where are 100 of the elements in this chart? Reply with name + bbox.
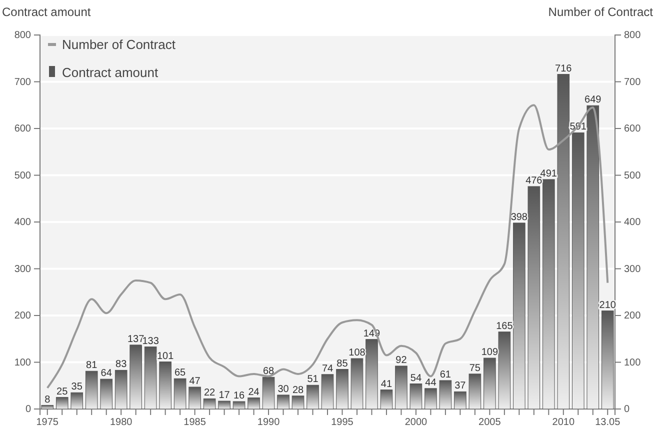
legend-label: Number of Contract bbox=[62, 37, 176, 52]
y-tick-label: 200 bbox=[14, 310, 32, 322]
y2-tick-label: 800 bbox=[624, 30, 642, 42]
bar bbox=[557, 74, 570, 410]
x-tick-label: 1990 bbox=[257, 417, 280, 428]
bar bbox=[114, 370, 128, 410]
data-label: 108 bbox=[348, 348, 366, 359]
y-tick-label: 500 bbox=[14, 170, 32, 182]
data-label: 81 bbox=[86, 360, 98, 372]
data-label: 165 bbox=[496, 320, 514, 332]
y2-tick-label: 600 bbox=[624, 124, 642, 135]
x-tick-label: 1985 bbox=[184, 417, 206, 428]
data-label: 101 bbox=[156, 350, 174, 362]
bar bbox=[248, 398, 260, 410]
data-label: 74 bbox=[322, 363, 334, 374]
bar bbox=[277, 394, 290, 410]
y2-tick-label: 0 bbox=[624, 404, 630, 416]
y2-tick-label: 300 bbox=[624, 264, 642, 275]
y-tick-label: 700 bbox=[14, 76, 32, 88]
bar bbox=[218, 400, 230, 410]
data-label: 65 bbox=[174, 368, 186, 379]
bar bbox=[85, 370, 98, 410]
data-label: 47 bbox=[189, 376, 201, 388]
x-tick-label: 1995 bbox=[331, 417, 354, 428]
y-tick-label: 300 bbox=[14, 264, 32, 275]
data-label: 491 bbox=[540, 168, 558, 180]
y2-tick-label: 100 bbox=[624, 357, 642, 368]
y2-tick-label: 200 bbox=[624, 310, 642, 322]
bar bbox=[336, 369, 348, 410]
data-label: 30 bbox=[278, 384, 290, 395]
data-label: 51 bbox=[307, 374, 319, 386]
y-tick-label: 100 bbox=[14, 357, 32, 368]
y-tick-label: 800 bbox=[14, 30, 32, 42]
x-tick-label: 13.05 bbox=[595, 417, 621, 428]
bar bbox=[70, 392, 84, 410]
bar bbox=[100, 378, 112, 410]
bar bbox=[188, 386, 201, 410]
y-tick-label: 0 bbox=[25, 404, 32, 416]
bar bbox=[424, 388, 437, 410]
bar bbox=[144, 346, 157, 410]
y-tick-label: 600 bbox=[14, 124, 32, 135]
data-label: 37 bbox=[454, 380, 466, 392]
data-label: 24 bbox=[248, 386, 260, 398]
data-label: 17 bbox=[218, 390, 230, 402]
data-label: 61 bbox=[440, 369, 452, 380]
bar bbox=[232, 401, 246, 410]
bar bbox=[350, 358, 364, 410]
bar bbox=[513, 222, 526, 410]
bar bbox=[321, 374, 334, 410]
bar bbox=[572, 132, 584, 410]
x-tick-label: 2010 bbox=[552, 417, 575, 428]
bar bbox=[542, 179, 555, 410]
data-label: 28 bbox=[292, 384, 304, 396]
data-label: 16 bbox=[233, 390, 246, 402]
data-label: 35 bbox=[71, 382, 83, 393]
data-label: 75 bbox=[469, 362, 481, 374]
y-axis-title: Contract amount bbox=[2, 5, 92, 19]
data-label: 133 bbox=[142, 336, 160, 347]
data-label: 85 bbox=[336, 358, 348, 370]
legend-label: Contract amount bbox=[62, 65, 158, 80]
bar bbox=[292, 396, 304, 410]
data-label: 44 bbox=[425, 377, 437, 388]
data-label: 649 bbox=[584, 94, 602, 106]
bar bbox=[174, 378, 186, 410]
data-label: 398 bbox=[510, 212, 528, 223]
y-tick-label: 400 bbox=[14, 217, 32, 228]
bar bbox=[410, 384, 422, 410]
y2-axis-title: Number of Contract bbox=[548, 5, 654, 19]
bar bbox=[159, 362, 172, 410]
x-tick-label: 1975 bbox=[36, 417, 59, 428]
data-label: 54 bbox=[410, 372, 422, 384]
data-label: 68 bbox=[262, 366, 275, 378]
data-label: 8 bbox=[44, 394, 51, 406]
bar bbox=[528, 186, 540, 410]
bar bbox=[306, 384, 319, 410]
x-tick-label: 1980 bbox=[110, 417, 133, 428]
data-label: 25 bbox=[56, 386, 68, 398]
data-label: 109 bbox=[481, 347, 498, 358]
data-label: 83 bbox=[116, 359, 128, 370]
bar bbox=[56, 397, 68, 410]
data-label: 22 bbox=[204, 388, 216, 399]
x-tick-label: 2005 bbox=[478, 417, 502, 428]
bar bbox=[484, 358, 496, 410]
data-label: 41 bbox=[380, 378, 392, 390]
bar bbox=[203, 398, 216, 410]
bar bbox=[262, 376, 275, 410]
bar bbox=[395, 366, 408, 410]
x-tick-label: 2000 bbox=[404, 417, 428, 428]
bar bbox=[601, 310, 614, 410]
bar bbox=[41, 405, 54, 410]
bar bbox=[498, 332, 511, 410]
data-label: 64 bbox=[100, 368, 112, 380]
bar bbox=[586, 105, 600, 410]
data-label: 92 bbox=[396, 354, 408, 366]
y2-tick-label: 500 bbox=[624, 170, 642, 182]
bar bbox=[454, 391, 466, 410]
bar bbox=[366, 339, 378, 410]
bar bbox=[439, 380, 452, 410]
data-label: 476 bbox=[526, 175, 543, 186]
bar bbox=[468, 374, 482, 410]
